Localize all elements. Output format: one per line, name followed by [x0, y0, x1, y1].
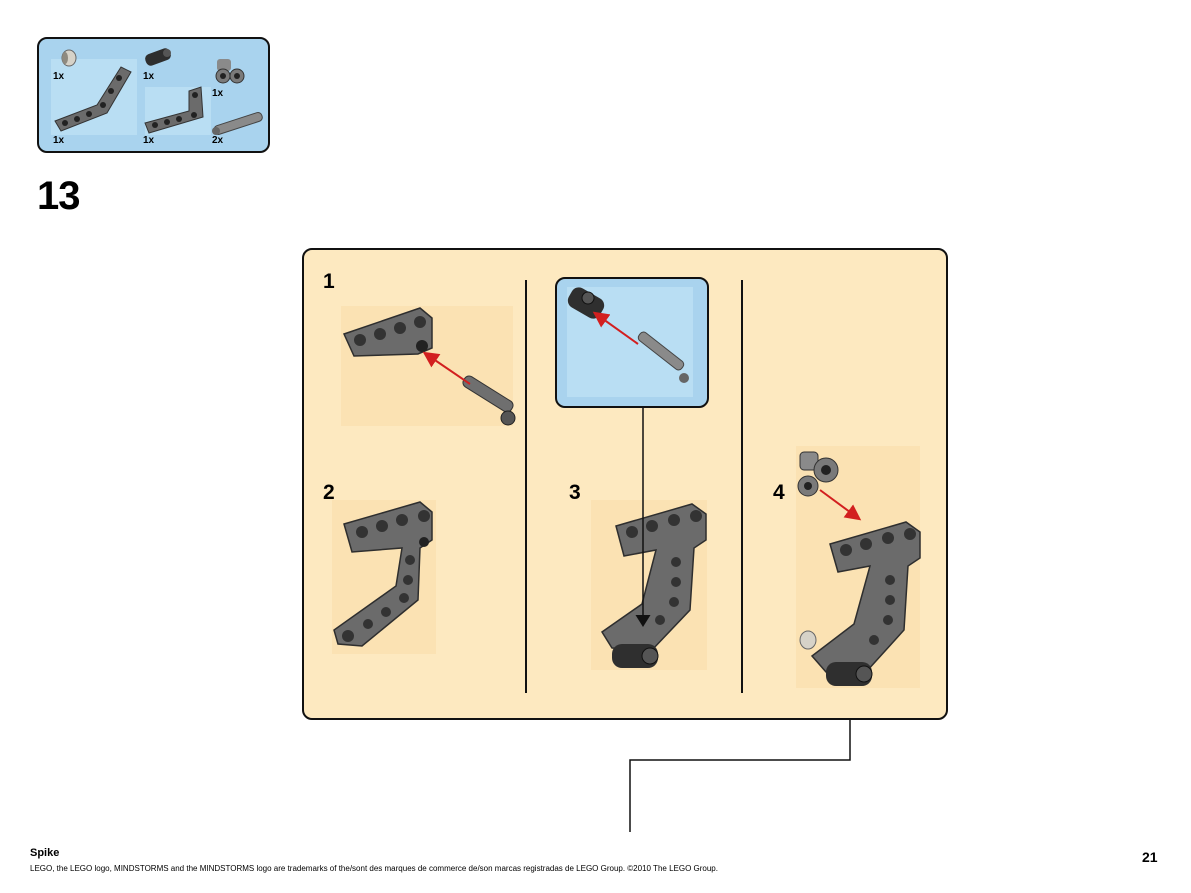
- bushing-part-icon: [61, 49, 77, 67]
- column-divider: [525, 280, 527, 693]
- step1-illustration: [342, 307, 516, 426]
- qty-label: 1x: [53, 135, 65, 146]
- qty-label: 1x: [53, 71, 65, 82]
- step-number: 13: [37, 174, 80, 218]
- page-number: 21: [1142, 849, 1158, 865]
- model-name: Spike: [30, 847, 60, 859]
- sub-step-number: 1: [323, 270, 335, 293]
- step2-illustration: [333, 501, 433, 647]
- qty-label: 1x: [143, 135, 155, 146]
- axle-pin-gray-part-icon: [212, 112, 263, 135]
- cross-block-part-icon: [215, 59, 245, 84]
- sub-step-number: 3: [569, 481, 581, 504]
- qty-label: 2x: [212, 135, 224, 146]
- qty-label: 1x: [143, 71, 155, 82]
- sub-step-number: 2: [323, 481, 335, 504]
- sub-step-number: 4: [773, 481, 785, 504]
- column-divider: [741, 280, 743, 693]
- step4-illustration: [797, 451, 921, 686]
- step3-illustration: [600, 408, 707, 668]
- legal-notice: LEGO, the LEGO logo, MINDSTORMS and the …: [30, 864, 718, 873]
- callout-illustration: [567, 287, 689, 383]
- qty-label: 1x: [212, 88, 224, 99]
- axle-pin-black-part-icon: [145, 48, 171, 66]
- bent-beam-part-icon: [54, 66, 132, 132]
- l-beam-part-icon: [144, 86, 204, 134]
- flow-connector-line: [629, 720, 851, 832]
- parts-list-box: 1x 1x 1x 1x 1x 2x: [37, 37, 270, 153]
- parts-list-illustrations: [51, 48, 263, 135]
